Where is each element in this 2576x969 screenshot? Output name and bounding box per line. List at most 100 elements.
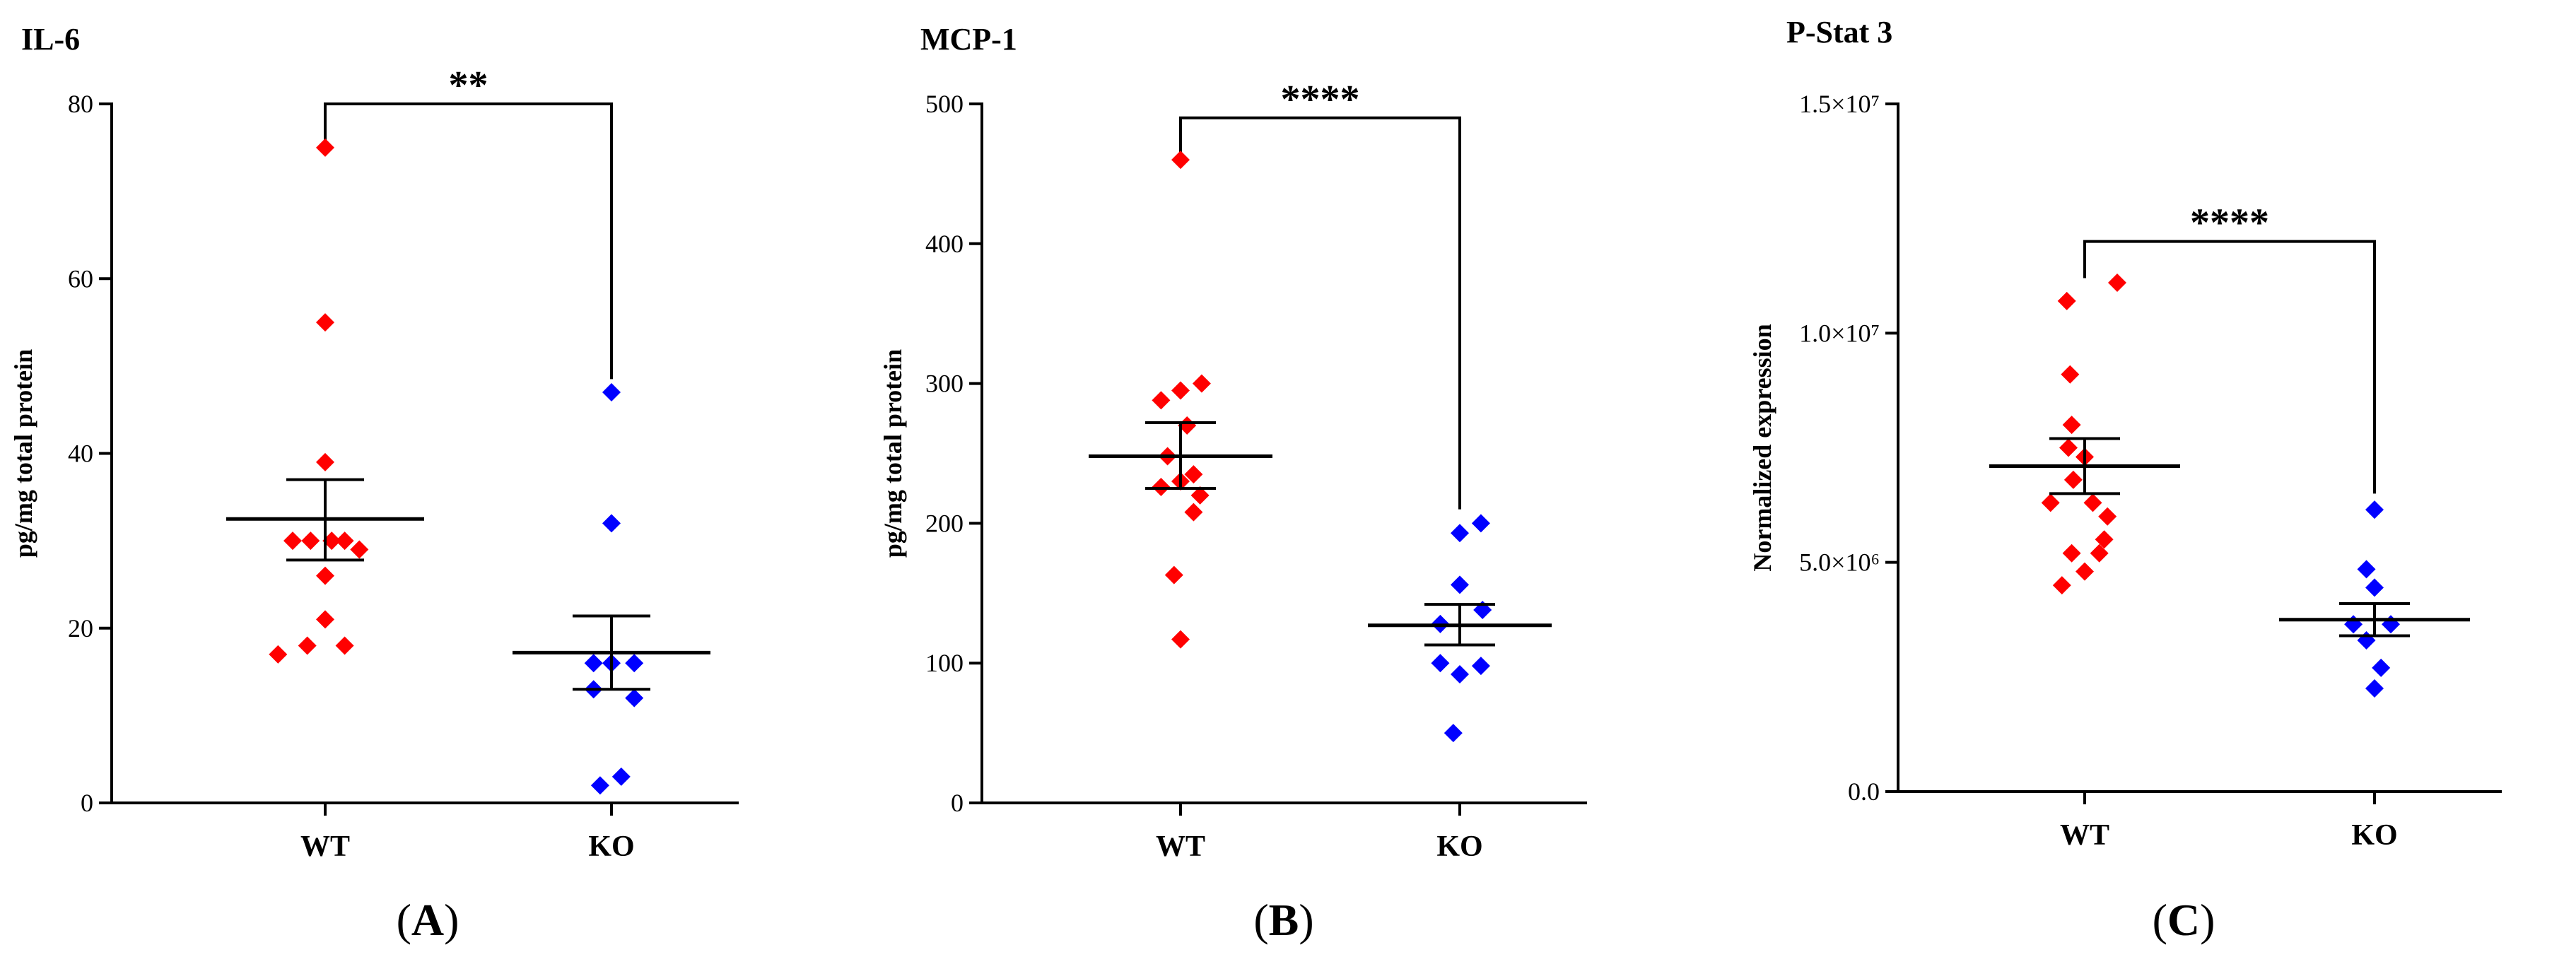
- y-tick-label: 100: [925, 649, 964, 677]
- panel-b-mcp1: MCP-1 pg/mg total protein 0 100 200 300 400 500…: [862, 0, 1711, 969]
- data-point-ko: [625, 654, 644, 673]
- il6-chart: IL-6 pg/mg total protein 0 20 40 60 80 WT KO **: [9, 22, 739, 863]
- data-point-ko: [2382, 615, 2400, 634]
- data-point-wt: [335, 532, 354, 551]
- x-tick-label-ko: KO: [2351, 819, 2397, 852]
- significance-label: ****: [2190, 201, 2269, 245]
- data-point-ko: [590, 776, 609, 795]
- data-point-wt: [2063, 470, 2083, 489]
- y-axis-label: pg/mg total protein: [879, 349, 907, 558]
- y-tick-label: 20: [68, 614, 93, 642]
- data-point-wt: [2041, 493, 2060, 512]
- data-point-wt: [2062, 416, 2081, 435]
- data-point-wt: [283, 532, 302, 551]
- data-point-ko: [611, 767, 631, 786]
- data-point-wt: [1184, 503, 1203, 522]
- data-point-ko: [2365, 578, 2384, 597]
- significance-bracket: [2083, 240, 2376, 494]
- significance-label: **: [449, 64, 488, 107]
- data-point-ko: [2357, 630, 2376, 650]
- y-tick-label: 0.0: [1848, 777, 1880, 806]
- data-point-ko: [1451, 524, 1469, 543]
- data-point-ko: [1471, 657, 1490, 676]
- y-tick-label: 400: [925, 230, 964, 258]
- y-tick-label: 1.5×10⁷: [1799, 90, 1880, 118]
- chart-title: IL-6: [21, 22, 80, 57]
- data-point-wt: [2095, 530, 2114, 549]
- significance-bracket: [1179, 116, 1461, 510]
- chart-title: P-Stat 3: [1786, 15, 1892, 49]
- x-tick-label-wt: WT: [1156, 830, 1205, 863]
- data-point-wt: [2061, 365, 2080, 384]
- pstat3-chart: P-Stat 3 Normalized expression 0.0 5.0×10⁶ 1…: [1748, 15, 2502, 852]
- data-point-ko: [2344, 615, 2363, 634]
- y-tick-label: 0: [81, 789, 93, 817]
- panel-a-il6: IL-6 pg/mg total protein 0 20 40 60 80 WT KO ** (…: [0, 0, 862, 969]
- data-point-wt: [1164, 565, 1183, 585]
- data-point-ko: [625, 688, 644, 707]
- data-point-wt: [322, 532, 341, 551]
- panel-label-b: (B): [1253, 895, 1314, 945]
- x-tick-label-ko: KO: [1436, 830, 1482, 863]
- y-tick-label: 1.0×10⁷: [1799, 319, 1880, 347]
- data-point-wt: [350, 540, 369, 559]
- data-point-wt: [1152, 391, 1171, 410]
- data-point-wt: [2076, 562, 2094, 581]
- data-point-wt: [316, 313, 334, 332]
- significance-bracket: [324, 102, 613, 380]
- y-tick-label: 5.0×10⁶: [1799, 548, 1880, 577]
- data-point-wt: [316, 566, 334, 585]
- panel-label-a: (A): [396, 895, 459, 945]
- x-tick-label-ko: KO: [588, 830, 634, 863]
- data-point-wt: [1184, 465, 1203, 484]
- data-point-wt: [1190, 486, 1210, 505]
- data-point-wt: [2090, 544, 2109, 563]
- chart-title: MCP-1: [920, 22, 1017, 57]
- data-point-ko: [1471, 514, 1490, 533]
- panel-c-pstat3: P-Stat 3 Normalized expression 0.0 5.0×10⁶ 1…: [1711, 0, 2576, 969]
- data-point-wt: [316, 452, 334, 471]
- data-point-ko: [1444, 724, 1463, 743]
- data-point-wt: [1192, 374, 1211, 393]
- data-point-wt: [2108, 273, 2126, 292]
- mcp1-chart: MCP-1 pg/mg total protein 0 100 200 300 400 500…: [879, 22, 1587, 863]
- x-tick-label-wt: WT: [2060, 819, 2109, 852]
- data-point-wt: [2057, 291, 2076, 310]
- panel-label-c: (C): [2152, 895, 2215, 945]
- data-point-wt: [1171, 630, 1190, 649]
- data-point-ko: [584, 654, 603, 673]
- y-axis-label: pg/mg total protein: [9, 349, 37, 558]
- y-tick-label: 200: [925, 509, 964, 537]
- data-point-wt: [298, 636, 317, 655]
- data-point-wt: [301, 532, 320, 551]
- data-point-wt: [1171, 151, 1190, 170]
- data-point-ko: [1451, 665, 1469, 684]
- data-point-wt: [2052, 576, 2071, 595]
- y-tick-label: 40: [68, 440, 93, 468]
- data-point-wt: [1171, 381, 1190, 400]
- data-point-ko: [602, 382, 621, 401]
- data-point-wt: [2059, 438, 2078, 457]
- data-point-wt: [1178, 416, 1197, 435]
- y-tick-label: 300: [925, 370, 964, 398]
- significance-label: ****: [1281, 78, 1360, 122]
- data-point-wt: [335, 636, 354, 655]
- data-point-wt: [2062, 544, 2081, 563]
- data-point-wt: [269, 645, 288, 664]
- data-point-ko: [1431, 654, 1450, 673]
- data-point-wt: [316, 610, 334, 629]
- y-tick-label: 500: [925, 90, 964, 118]
- y-tick-label: 80: [68, 90, 93, 118]
- y-tick-label: 0: [951, 789, 964, 817]
- data-point-ko: [2372, 658, 2391, 677]
- y-tick-label: 60: [68, 264, 93, 293]
- y-axis-label: Normalized expression: [1748, 324, 1776, 571]
- data-point-wt: [2083, 493, 2102, 512]
- data-point-ko: [2365, 500, 2384, 519]
- data-point-wt: [316, 138, 334, 157]
- data-point-ko: [1451, 575, 1469, 594]
- data-point-ko: [2365, 679, 2384, 698]
- data-point-wt: [2098, 507, 2117, 526]
- data-point-ko: [602, 514, 621, 533]
- x-tick-label-wt: WT: [300, 830, 350, 863]
